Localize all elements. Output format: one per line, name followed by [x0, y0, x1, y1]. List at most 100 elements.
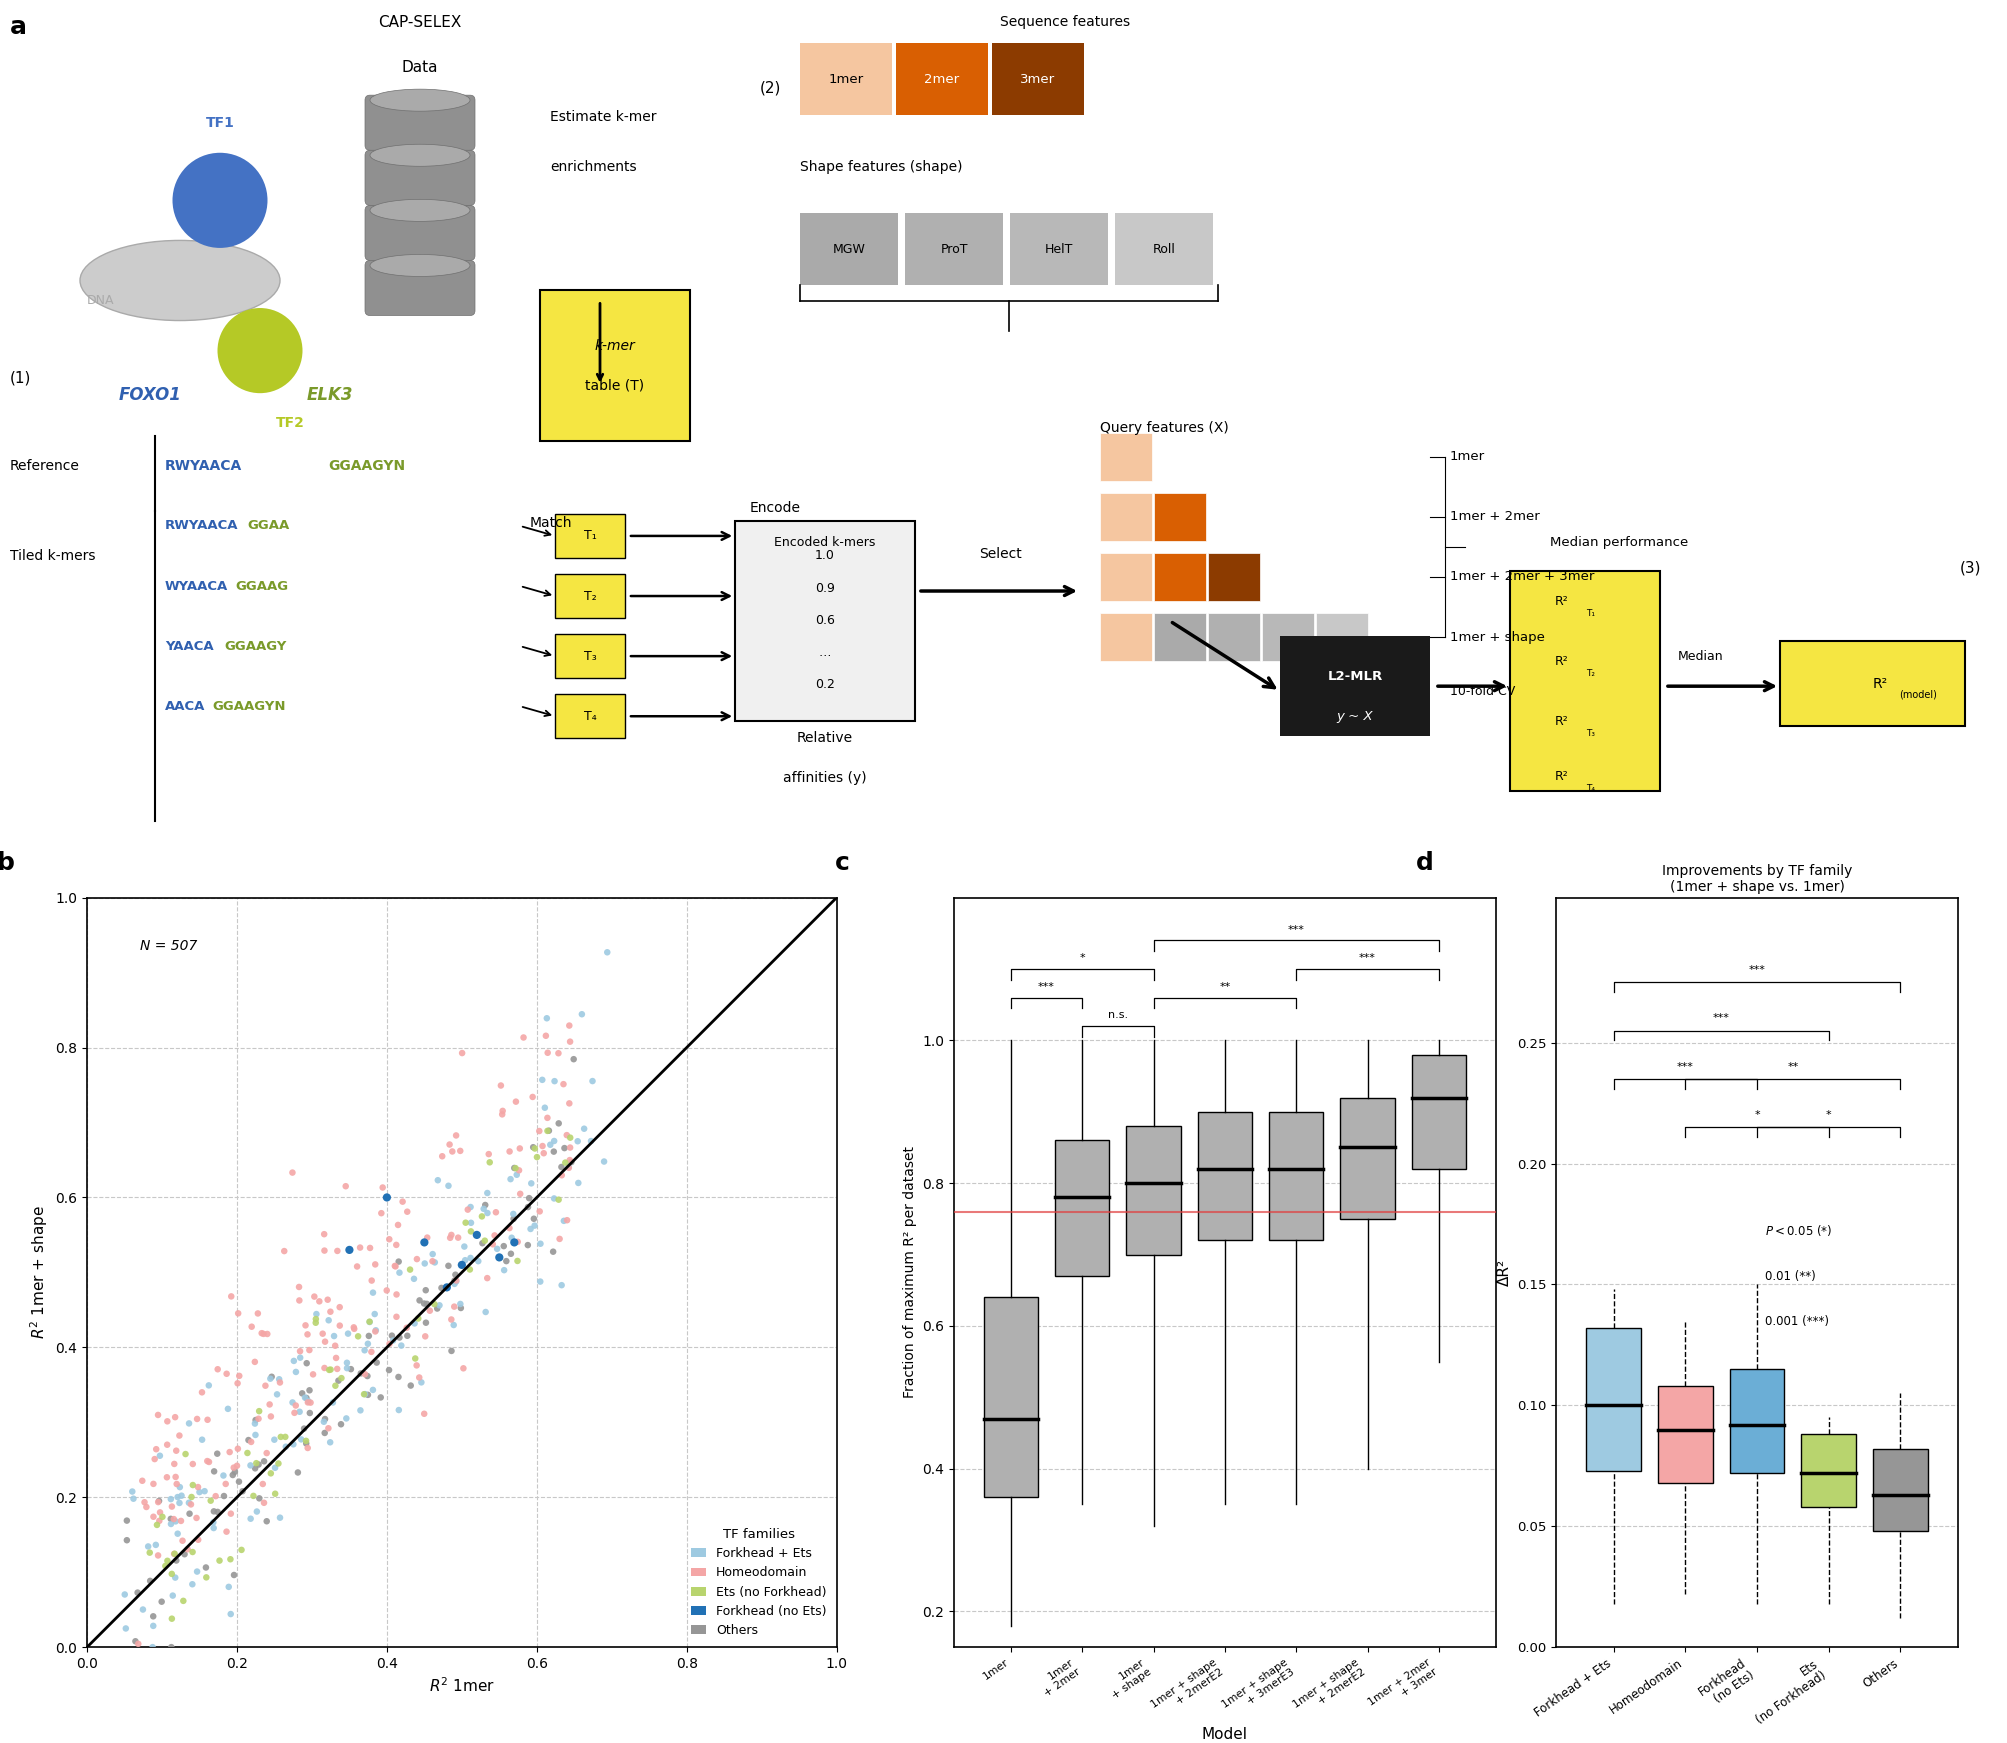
Point: [161, 1436, 193, 1464]
Point: [329, 1173, 361, 1201]
Text: 1mer: 1mer: [829, 73, 863, 85]
Point: [456, 1217, 488, 1245]
Point: [183, 1525, 215, 1553]
Point: [287, 1415, 319, 1443]
Text: L2-MLR: L2-MLR: [1327, 669, 1383, 683]
Point: [181, 1558, 213, 1586]
Point: [191, 1553, 223, 1581]
Point: [444, 1136, 476, 1164]
Point: [425, 1274, 458, 1302]
Point: [554, 1133, 586, 1161]
Point: [122, 1630, 155, 1658]
Point: [341, 1253, 373, 1281]
Text: Tiled k-mers: Tiled k-mers: [10, 549, 96, 563]
Point: [407, 1400, 440, 1428]
Text: YAACA: YAACA: [165, 640, 213, 652]
Point: [317, 1323, 349, 1351]
Point: [472, 1178, 504, 1206]
Point: [379, 1251, 411, 1279]
Point: [173, 1410, 205, 1438]
Point: [494, 1164, 526, 1192]
Point: [486, 1100, 518, 1128]
Point: [514, 1215, 546, 1243]
Point: [161, 1520, 193, 1548]
Y-axis label: Fraction of maximum R² per dataset: Fraction of maximum R² per dataset: [901, 1147, 915, 1398]
Y-axis label: ΔR²: ΔR²: [1495, 1258, 1511, 1286]
Point: [488, 1257, 520, 1285]
Ellipse shape: [369, 145, 470, 166]
Point: [307, 1220, 339, 1248]
Point: [243, 1405, 275, 1433]
Point: [239, 1410, 271, 1438]
Point: [347, 1380, 379, 1408]
Point: [391, 1321, 423, 1349]
Point: [359, 1316, 391, 1344]
Point: [532, 1117, 564, 1145]
Point: [126, 1595, 159, 1623]
Point: [315, 1356, 347, 1384]
Point: [165, 1482, 197, 1509]
Bar: [1114, 213, 1212, 286]
Point: [155, 1633, 187, 1661]
Text: Data: Data: [401, 59, 438, 75]
Point: [134, 1539, 167, 1567]
Point: [243, 1485, 275, 1513]
Point: [219, 1457, 251, 1485]
Point: [241, 1497, 273, 1525]
Point: [235, 1312, 267, 1340]
Point: [213, 1438, 245, 1466]
Point: [345, 1360, 377, 1387]
Point: [145, 1441, 177, 1469]
Point: [309, 1236, 341, 1264]
Point: [574, 1128, 606, 1156]
Point: [315, 1299, 347, 1326]
X-axis label: Model: Model: [1202, 1727, 1246, 1743]
Point: [251, 1440, 283, 1468]
Text: 0.9: 0.9: [815, 582, 835, 594]
Bar: [554, 694, 624, 739]
Text: *: *: [1824, 1110, 1830, 1121]
Text: (1): (1): [10, 371, 32, 385]
Point: [383, 1258, 415, 1286]
Bar: [1278, 636, 1429, 736]
Bar: [1100, 553, 1152, 601]
Point: [317, 1389, 349, 1417]
Bar: [554, 514, 624, 558]
Text: Median: Median: [1678, 650, 1722, 662]
Point: [281, 1459, 313, 1487]
Text: ProT: ProT: [939, 242, 967, 256]
Point: [279, 1358, 311, 1386]
Point: [177, 1537, 209, 1565]
Point: [500, 1154, 532, 1182]
Point: [411, 1224, 444, 1251]
Text: MGW: MGW: [833, 242, 865, 256]
Point: [440, 1267, 472, 1295]
Point: [357, 1279, 389, 1307]
Point: [285, 1379, 317, 1407]
Point: [566, 1000, 598, 1028]
Point: [355, 1339, 387, 1367]
Point: [373, 1356, 405, 1384]
Point: [365, 1384, 397, 1412]
Point: [151, 1407, 183, 1434]
Point: [283, 1398, 315, 1426]
Text: table (T): table (T): [586, 378, 644, 392]
Point: [556, 1149, 588, 1177]
Point: [468, 1196, 500, 1224]
Point: [116, 1485, 149, 1513]
Point: [301, 1300, 333, 1328]
Point: [151, 1546, 183, 1574]
Point: [373, 1225, 405, 1253]
Point: [530, 1021, 562, 1049]
Point: [177, 1570, 209, 1598]
FancyBboxPatch shape: [365, 150, 476, 206]
Point: [534, 1131, 566, 1159]
Point: [434, 1224, 466, 1251]
Text: Estimate k-mer: Estimate k-mer: [550, 110, 656, 124]
Bar: [1315, 614, 1367, 661]
Point: [175, 1483, 207, 1511]
Point: [177, 1450, 209, 1478]
Text: (2): (2): [759, 80, 781, 96]
Point: [502, 1156, 534, 1183]
Point: [474, 1149, 506, 1177]
